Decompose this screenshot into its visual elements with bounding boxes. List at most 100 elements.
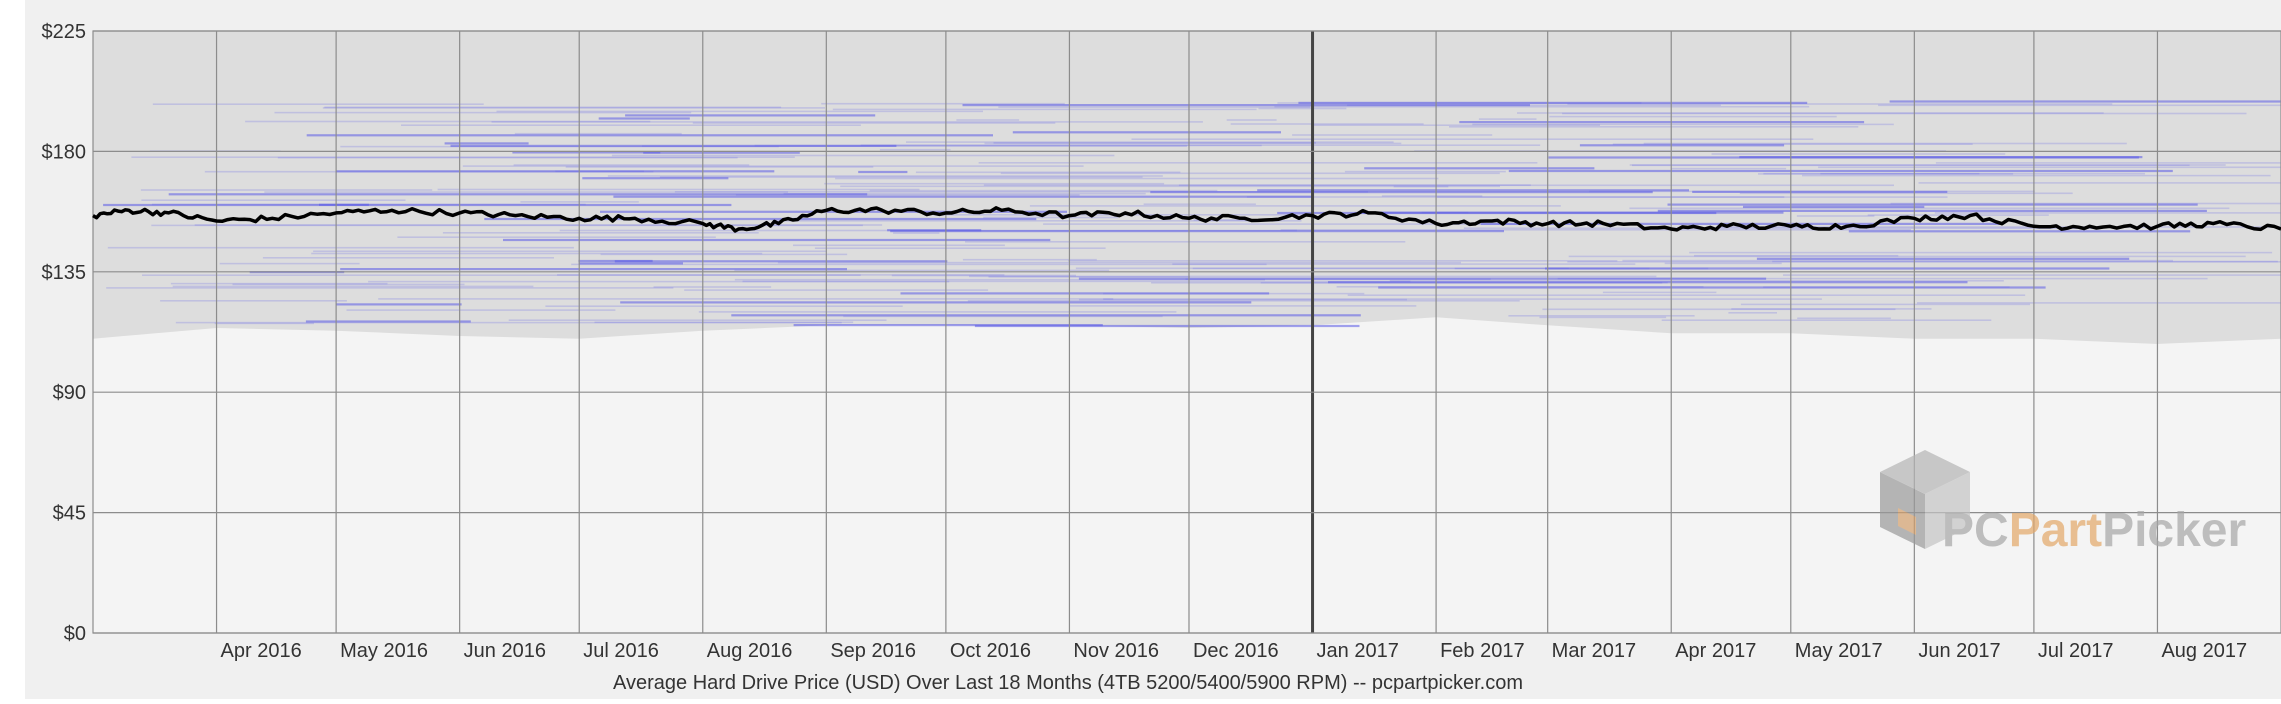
listing-price-line <box>880 149 951 151</box>
listing-price-line <box>1193 268 1650 270</box>
listing-price-line <box>1562 113 2246 115</box>
listing-price-line <box>1629 208 2229 210</box>
listing-price-line <box>509 319 887 321</box>
listing-price-line <box>870 190 1218 192</box>
listing-price-line <box>1472 124 1894 126</box>
listing-price-line <box>1797 215 1875 217</box>
listing-price-line <box>1144 203 1256 205</box>
listing-price-line <box>1802 175 2271 177</box>
listing-price-line <box>994 142 1317 144</box>
listing-price-line <box>555 171 644 173</box>
listing-price-line <box>1772 261 2278 263</box>
price-range-band <box>93 31 2281 344</box>
listing-price-line <box>151 225 863 227</box>
listing-price-line <box>979 162 1538 164</box>
listing-price-line <box>1671 168 1786 170</box>
watermark-text-picker: Picker <box>2102 504 2246 557</box>
listing-price-line <box>1247 196 1784 198</box>
y-tick-label: $90 <box>53 382 86 404</box>
listing-price-line <box>514 164 750 166</box>
listing-price-line <box>1079 299 1407 301</box>
listing-price-line <box>824 183 1164 185</box>
x-tick-label: Mar 2017 <box>1552 640 1637 662</box>
listing-price-line <box>1479 118 1537 120</box>
y-tick-label: $225 <box>42 21 87 43</box>
listing-price-line <box>160 300 347 302</box>
listing-price-line <box>1186 278 1491 280</box>
listing-price-line <box>153 103 484 105</box>
listing-price-line <box>275 112 692 114</box>
listing-price-line <box>131 156 794 158</box>
listing-price-line <box>1878 105 2281 107</box>
listing-price-line <box>916 172 1181 174</box>
x-tick-label: Jun 2016 <box>464 640 546 662</box>
listing-price-line <box>1662 319 1992 321</box>
listing-price-line <box>693 122 1056 124</box>
listing-price-line <box>1132 138 1814 140</box>
listing-price-line <box>861 144 1540 146</box>
listing-price-line <box>106 287 673 289</box>
listing-price-line <box>1891 203 2281 205</box>
listing-price-line <box>368 281 949 283</box>
listing-price-line <box>176 322 842 324</box>
listing-price-line <box>1763 173 1979 175</box>
listing-price-line <box>319 204 369 206</box>
x-tick-label: Oct 2016 <box>950 640 1031 662</box>
x-tick-label: Jun 2017 <box>1918 640 2000 662</box>
listing-price-line <box>1917 302 2281 304</box>
x-tick-label: Nov 2016 <box>1073 640 1159 662</box>
listing-price-line <box>620 301 1251 303</box>
listing-price-line <box>892 275 1076 277</box>
listing-price-line <box>1172 263 1635 265</box>
listing-price-line <box>1644 143 2127 145</box>
x-tick-label: May 2017 <box>1795 640 1883 662</box>
listing-price-line <box>975 325 1360 327</box>
listing-price-line <box>1818 167 2281 169</box>
listing-price-line <box>1227 119 1277 121</box>
listing-price-line <box>323 107 825 109</box>
listing-price-line <box>1630 164 2226 166</box>
listing-price-line <box>1069 305 1416 307</box>
listing-price-line <box>1549 156 2139 158</box>
listing-price-line <box>858 171 907 173</box>
listing-price-line <box>956 119 1019 121</box>
x-tick-label: Apr 2017 <box>1675 640 1756 662</box>
x-tick-label: Jan 2017 <box>1317 640 1399 662</box>
listing-price-line <box>560 230 1297 232</box>
watermark-text-part: Part <box>2009 504 2102 557</box>
listing-price-line <box>443 232 759 234</box>
listing-price-line <box>1589 191 2034 193</box>
x-tick-label: Jul 2016 <box>583 640 659 662</box>
x-tick-label: Apr 2016 <box>221 640 302 662</box>
listing-price-line <box>1259 108 1347 110</box>
listing-price-line <box>1509 170 2173 172</box>
listing-price-line <box>1459 121 1864 123</box>
listing-price-line <box>1449 126 1858 128</box>
listing-price-line <box>438 189 920 191</box>
listing-price-line <box>141 199 405 201</box>
listing-price-line <box>833 109 1257 111</box>
x-tick-label: Jul 2017 <box>2038 640 2114 662</box>
listing-price-line <box>378 298 1113 300</box>
listing-price-line <box>169 193 868 195</box>
listing-price-line <box>1348 294 2026 296</box>
watermark-text: PCPartPicker <box>1942 504 2246 557</box>
listing-price-line <box>835 178 1438 180</box>
listing-price-line <box>1364 167 1594 169</box>
listing-price-line <box>612 155 1115 157</box>
watermark-text-pc: PC <box>1942 504 2009 557</box>
x-tick-label: Feb 2017 <box>1440 640 1525 662</box>
x-tick-label: Aug 2017 <box>2161 640 2247 662</box>
y-tick-label: $135 <box>42 262 87 284</box>
x-tick-label: Sep 2016 <box>830 640 916 662</box>
listing-price-line <box>336 303 461 305</box>
listing-price-line <box>615 260 948 262</box>
listing-price-line <box>1797 318 1891 320</box>
listing-price-line <box>984 184 1531 186</box>
listing-price-line <box>1378 286 2045 288</box>
listing-price-line <box>401 124 861 126</box>
listing-price-line <box>1539 317 1666 319</box>
listing-price-line <box>1068 260 1617 262</box>
listing-price-line <box>307 134 993 136</box>
